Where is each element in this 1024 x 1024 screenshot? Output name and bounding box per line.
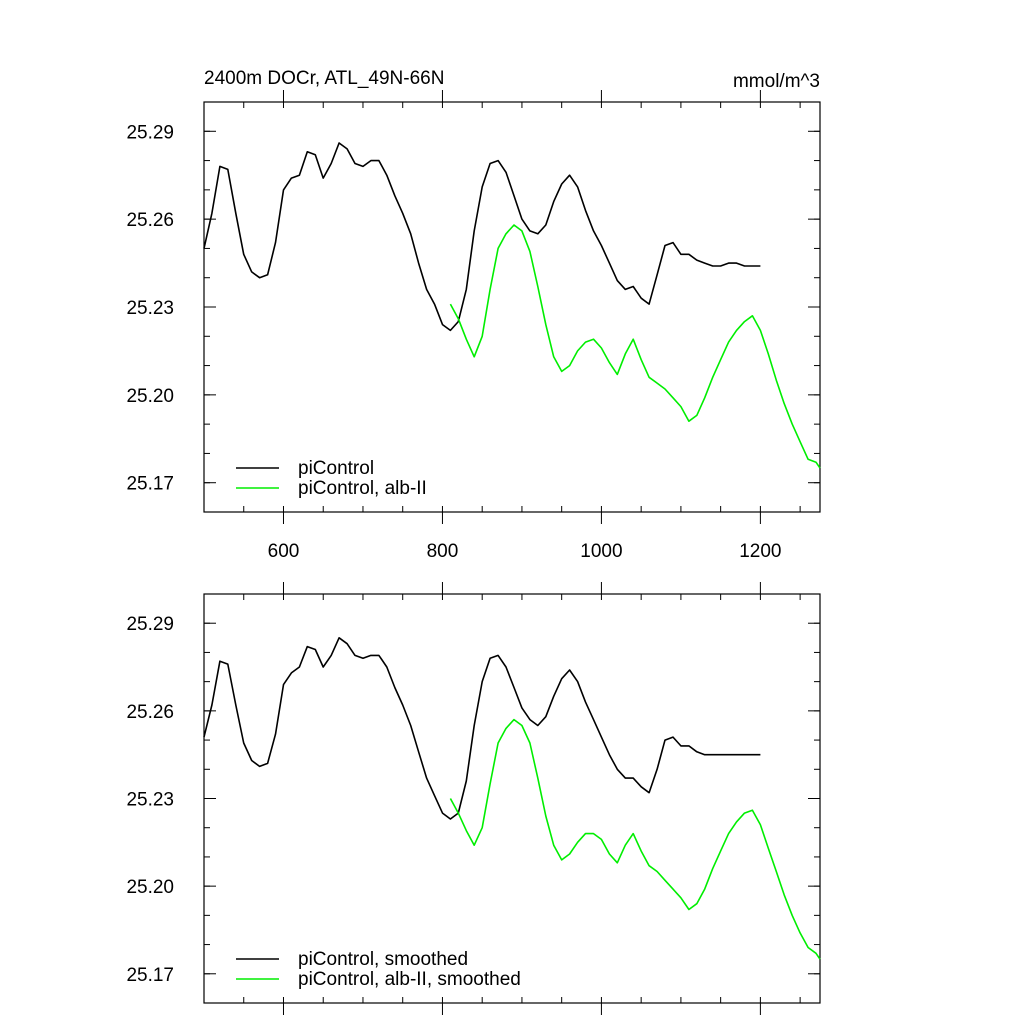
top-legend-label: piControl [298,458,374,479]
bottom-y-tick-label: 25.17 [126,965,174,986]
top-x-tick-label: 1000 [580,541,622,562]
bottom-y-tick-label: 25.20 [126,877,174,898]
bottom-legend-label: piControl, alb-II, smoothed [298,969,521,990]
bottom-y-tick-label: 25.29 [126,614,174,635]
top-y-tick-label: 25.29 [126,122,174,143]
top-series-line-2 [449,224,821,469]
top-x-tick-label: 600 [268,541,300,562]
top-y-tick-label: 25.17 [126,474,174,495]
top-y-tick-label: 25.20 [126,386,174,407]
top-panel: 2400m DOCr, ATL_49N-66N mmol/m^3 25.17 25… [126,68,821,562]
bottom-y-tick-label: 25.26 [126,702,174,723]
top-legend-label: piControl, alb-II [298,478,427,499]
top-plot-frame [203,101,821,513]
top-x-tick-label: 1200 [739,541,781,562]
bottom-y-tick-label: 25.23 [126,790,174,811]
top-panel-units: mmol/m^3 [733,71,820,92]
top-y-tick-label: 25.23 [126,298,174,319]
top-x-tick-label: 800 [427,541,459,562]
top-series-line-1 [203,142,761,332]
bottom-legend-label: piControl, smoothed [298,949,468,970]
bottom-series-line-2 [449,718,821,960]
bottom-plot-frame [203,593,821,1004]
top-panel-title: 2400m DOCr, ATL_49N-66N [204,68,444,89]
bottom-panel: 25.17 25.20 25.23 25.26 25.29 piControl, smoo… [126,582,821,1015]
top-y-tick-label: 25.26 [126,210,174,231]
bottom-series-line-1 [203,636,761,820]
